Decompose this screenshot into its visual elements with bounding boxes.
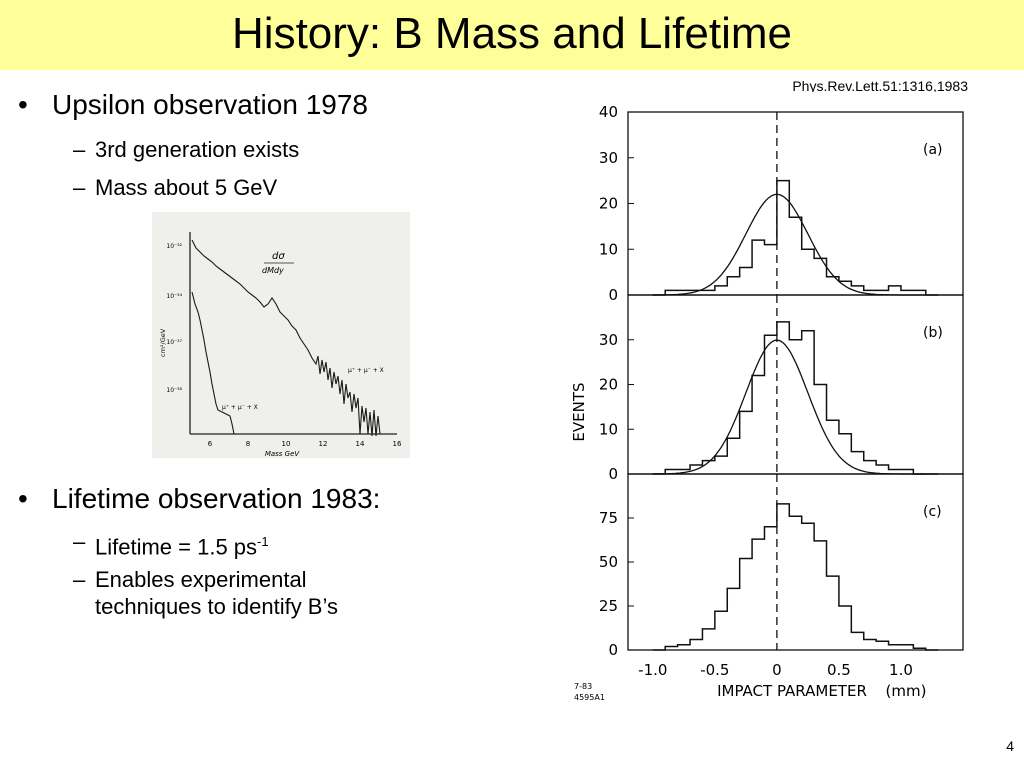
y-tick-label: 30	[599, 149, 618, 167]
y-tick-label: 10	[599, 420, 618, 438]
sub-bullet-generation: – 3rd generation exists	[73, 136, 300, 163]
upsilon-mass-plot: 10⁻³² 10⁻³⁴ 10⁻³⁷ 10⁻³⁸ cm²/GeV dσ dMdy …	[152, 212, 410, 458]
x-tick-label: 10	[282, 440, 291, 448]
techniques-line-1: Enables experimental	[95, 567, 307, 592]
y-tick-label: 10⁻³²	[166, 243, 182, 250]
dash-marker: –	[73, 175, 86, 200]
histogram-series	[652, 321, 939, 475]
dash-marker: –	[73, 137, 86, 162]
x-axis-label: IMPACT PARAMETER	[717, 682, 867, 700]
sub-bullet-mass: – Mass about 5 GeV	[73, 174, 278, 201]
x-tick-label: 14	[356, 440, 365, 448]
bullet-upsilon-text: Upsilon observation 1978	[52, 89, 368, 120]
y-tick-label: 10⁻³⁸	[166, 387, 182, 394]
dash-marker: –	[73, 529, 86, 554]
lifetime-unit-superscript: -1	[257, 534, 269, 549]
techniques-line-2: techniques to identify B’s	[95, 594, 338, 619]
sub-bullet-generation-text: 3rd generation exists	[95, 137, 300, 162]
dash-marker: –	[73, 567, 86, 592]
bullet-upsilon: • Upsilon observation 1978	[18, 88, 368, 122]
histogram-series	[652, 179, 939, 296]
slide-title: History: B Mass and Lifetime	[232, 9, 792, 58]
figure-code-line-1: 7-83	[574, 682, 592, 691]
y-tick-label: 75	[599, 509, 618, 527]
y-tick-label: 0	[608, 641, 618, 659]
y-tick-label: 40	[599, 103, 618, 121]
histogram-series	[652, 503, 939, 651]
sub-bullet-lifetime-value: – Lifetime = 1.5 ps-1	[73, 528, 269, 560]
figure-code-line-2: 4595A1	[574, 693, 605, 702]
y-tick-label: 0	[608, 465, 618, 483]
x-tick-label: 6	[208, 440, 213, 448]
panel-label: (a)	[923, 142, 943, 158]
citation: Phys.Rev.Lett.51:1316,1983	[792, 78, 968, 94]
x-tick-label: 1.0	[889, 661, 913, 679]
bullet-lifetime: • Lifetime observation 1983:	[18, 482, 381, 516]
curve-label-upper: μ⁺ + μ⁻ + X	[348, 367, 384, 374]
y-tick-label: 10	[599, 240, 618, 258]
panel-label: (c)	[923, 504, 942, 520]
title-bar	[0, 0, 1024, 70]
bullet-marker: •	[18, 89, 28, 120]
sub-bullet-mass-text: Mass about 5 GeV	[95, 175, 278, 200]
y-axis-label: EVENTS	[570, 382, 588, 441]
formula-denominator: dMdy	[262, 266, 284, 275]
y-axis-label: cm²/GeV	[159, 328, 167, 357]
slide-number: 4	[1006, 738, 1014, 754]
y-tick-label: 20	[599, 195, 618, 213]
x-tick-label: 0.5	[827, 661, 851, 679]
x-tick-label: 12	[319, 440, 328, 448]
x-axis-label: Mass GeV	[265, 450, 301, 458]
x-tick-label: 8	[246, 440, 250, 448]
formula-numerator: dσ	[272, 251, 285, 262]
y-tick-label: 30	[599, 331, 618, 349]
y-tick-label: 20	[599, 376, 618, 394]
bullet-lifetime-text: Lifetime observation 1983:	[52, 483, 381, 514]
y-tick-label: 0	[608, 286, 618, 304]
x-axis-unit: (mm)	[886, 682, 927, 700]
lifetime-value-text: Lifetime = 1.5 ps	[95, 534, 258, 560]
y-tick-label: 10⁻³⁷	[166, 339, 182, 346]
x-tick-label: -0.5	[700, 661, 729, 679]
figure-background	[548, 92, 988, 712]
bullet-marker: •	[18, 483, 28, 514]
sub-bullet-techniques: – Enables experimental techniques to ide…	[73, 566, 338, 620]
y-tick-label: 25	[599, 597, 618, 615]
curve-label-lower: μ⁺ + μ⁻ + X	[222, 404, 258, 411]
x-tick-label: 0	[772, 661, 782, 679]
upper-mass-spectrum	[191, 239, 381, 437]
panel-label: (b)	[923, 325, 943, 341]
lower-mass-spectrum	[191, 291, 235, 435]
x-tick-label: 16	[393, 440, 402, 448]
y-tick-label: 50	[599, 553, 618, 571]
y-tick-label: 10⁻³⁴	[166, 293, 182, 300]
x-tick-label: -1.0	[638, 661, 667, 679]
